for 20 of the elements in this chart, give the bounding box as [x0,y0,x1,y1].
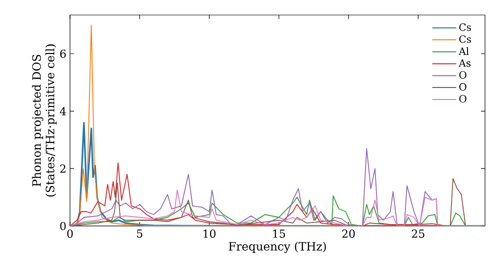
legend-label: O [459,94,466,103]
y-tick-label: 2 [60,164,66,173]
y-tick-label: 6 [60,50,66,58]
x-tick-label: 20 [342,230,355,238]
line-series [70,190,485,226]
legend-label: Al [458,47,469,55]
y-tick-label: 4 [60,107,66,116]
x-axis-title: Frequency (THz) [228,242,326,253]
x-tick-label: 5 [137,230,142,238]
y-tick-label: 0 [60,222,66,230]
y-axis-title: Phonon projected DOS (States/THz·primitive cell) [32,44,57,197]
x-tick-label: 10 [204,230,216,238]
legend-label: Cs [459,23,471,31]
x-tick-label: 25 [412,230,424,238]
legend-label: As [458,59,471,67]
legend-label: O [459,71,466,79]
legend-label: Cs [459,35,471,43]
x-tick-label: 15 [273,230,286,238]
x-tick-label: 0 [67,230,73,238]
legend-label: O [459,83,466,91]
